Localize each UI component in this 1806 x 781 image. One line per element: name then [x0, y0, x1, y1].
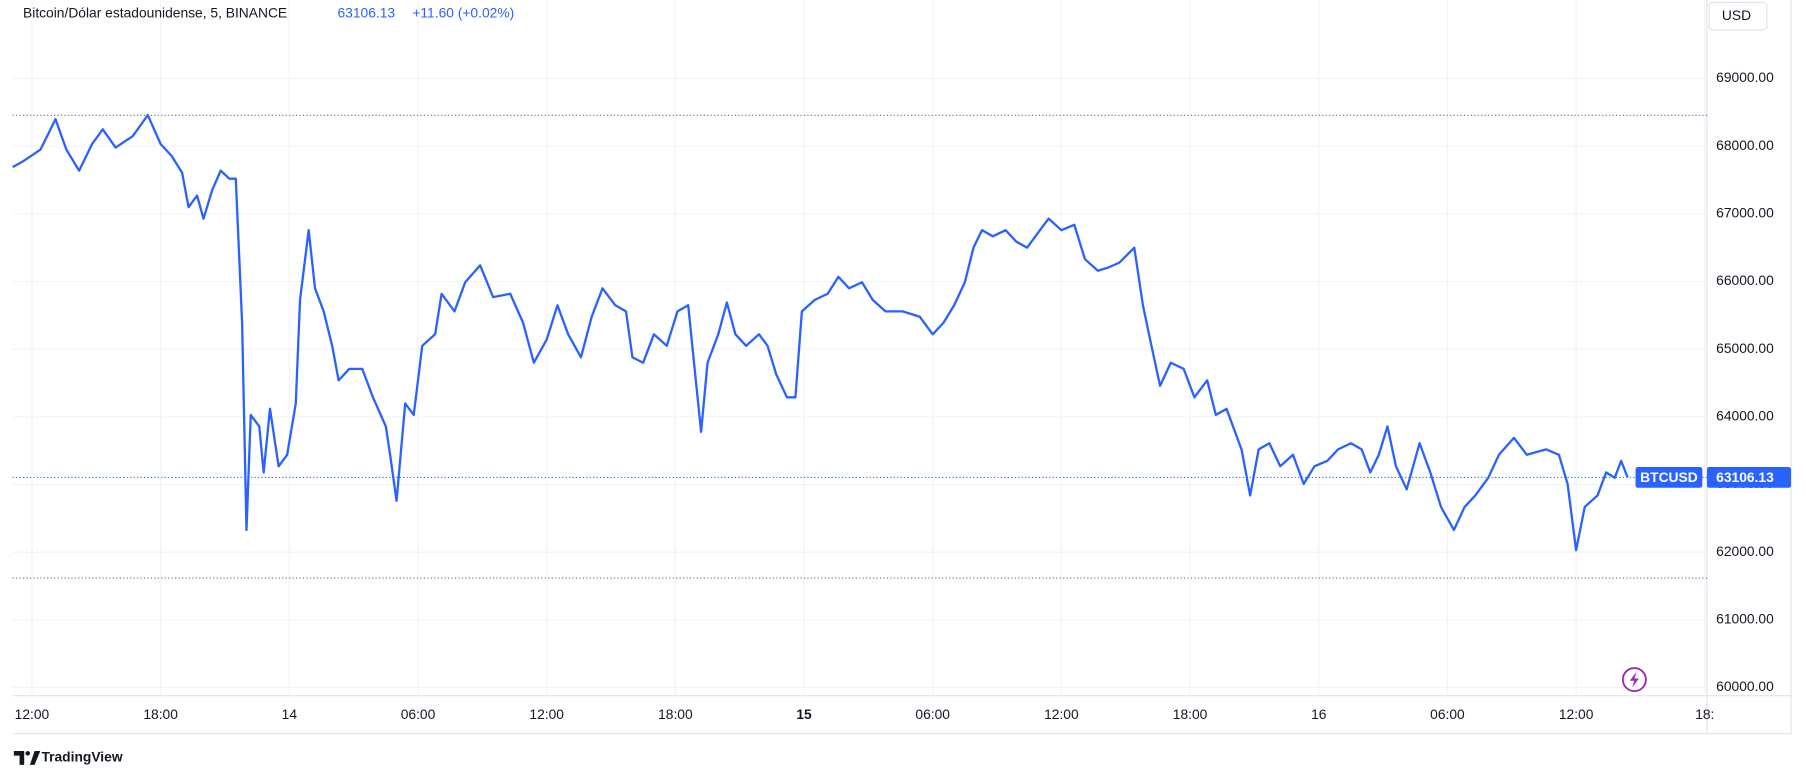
- brand-name: TradingView: [41, 749, 122, 765]
- x-tick-label: 06:00: [915, 706, 950, 722]
- y-tick-label: 62000.00: [1716, 543, 1774, 559]
- y-tick-label: 61000.00: [1716, 611, 1774, 627]
- x-tick-label: 12:00: [1559, 706, 1594, 722]
- y-tick-label: 65000.00: [1716, 340, 1774, 356]
- x-tick-label: 12:00: [529, 706, 564, 722]
- replay-icon[interactable]: [1621, 667, 1647, 693]
- y-tick-label: 64000.00: [1716, 408, 1774, 424]
- y-tick-label: 67000.00: [1716, 205, 1774, 221]
- x-tick-label: 06:00: [401, 706, 436, 722]
- grid: [12, 0, 1707, 696]
- plot: [12, 113, 1629, 552]
- x-tick-label: 06:00: [1430, 706, 1465, 722]
- x-tick-label: 18:00: [658, 706, 693, 722]
- chart-title: Bitcoin/Dólar estadounidense, 5, BINANCE: [23, 5, 287, 21]
- last-price: 63106.13: [337, 5, 395, 21]
- x-tick-label: 18:: [1695, 706, 1714, 722]
- x-tick-label: 14: [282, 706, 298, 722]
- currency-box[interactable]: [1708, 1, 1768, 31]
- last-price-tag: 63106.13: [1716, 469, 1774, 485]
- x-tick-label: 18:00: [1173, 706, 1208, 722]
- currency: USD: [1722, 7, 1751, 23]
- x-tick-label: 12:00: [15, 706, 50, 722]
- x-tick-label: 18:00: [143, 706, 178, 722]
- y-tick-label: 66000.00: [1716, 272, 1774, 288]
- y-tick-label: 60000.00: [1716, 678, 1774, 694]
- price-change: +11.60 (+0.02%): [412, 5, 514, 21]
- y-tick-label: 68000.00: [1716, 137, 1774, 153]
- y-tick-label: 69000.00: [1716, 69, 1774, 85]
- x-tick-label: 12:00: [1044, 706, 1079, 722]
- series-tag-box: [1635, 467, 1703, 488]
- last-price-tag-box: [1706, 467, 1792, 488]
- price-line: [12, 113, 1629, 552]
- x-tick-label: 16: [1311, 706, 1327, 722]
- series-tag: BTCUSD: [1640, 469, 1698, 485]
- brand[interactable]: TradingView: [13, 749, 123, 765]
- x-tick-label: 15: [796, 706, 812, 722]
